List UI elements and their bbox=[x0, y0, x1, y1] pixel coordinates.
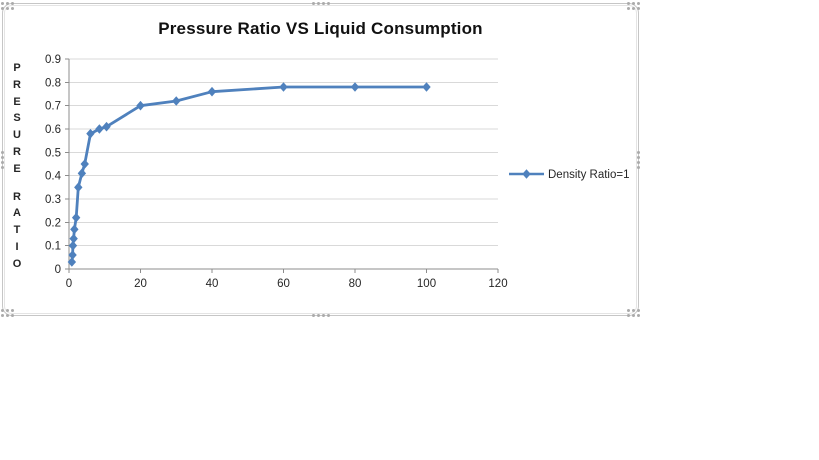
x-tick-label: 80 bbox=[349, 278, 362, 290]
plot-svg: 0 0.1 0.2 0.3 0.4 0.5 0.6 0.7 0.8 0.9 0 20 40 60 80 100… bbox=[45, 54, 630, 290]
y-axis-title-letter: R bbox=[13, 145, 21, 158]
y-tick-label: 0.1 bbox=[45, 241, 61, 253]
selection-handle-left[interactable] bbox=[1, 150, 4, 169]
data-point-marker bbox=[70, 224, 79, 235]
data-point-marker bbox=[77, 168, 87, 179]
y-axis-title-letter: R bbox=[13, 190, 21, 203]
data-point-marker bbox=[136, 100, 145, 111]
y-tick-label: 0.3 bbox=[45, 194, 61, 206]
selection-handle-right[interactable] bbox=[637, 150, 640, 169]
data-point-marker bbox=[279, 82, 288, 92]
series-density-ratio-1[interactable] bbox=[67, 82, 431, 267]
data-point-marker bbox=[74, 182, 83, 193]
y-tick-label: 0.4 bbox=[45, 171, 62, 183]
y-axis-title-letter: E bbox=[13, 95, 21, 108]
y-tick-label: 0.7 bbox=[45, 101, 61, 113]
y-axis-title-letter: A bbox=[13, 207, 21, 220]
selection-handle-top-right[interactable] bbox=[627, 2, 640, 10]
x-tick-label: 60 bbox=[277, 278, 290, 290]
data-point-marker bbox=[350, 82, 360, 92]
x-tick-label: 40 bbox=[206, 278, 219, 290]
legend-label: Density Ratio=1 bbox=[548, 169, 630, 181]
y-axis-title-letter: I bbox=[15, 240, 19, 253]
y-axis-title-letter: T bbox=[13, 224, 21, 237]
data-point-marker bbox=[80, 159, 89, 169]
legend[interactable]: Density Ratio=1 bbox=[509, 169, 630, 181]
selection-handle-top[interactable] bbox=[311, 2, 330, 5]
chart-title[interactable]: Pressure Ratio VS Liquid Consumption bbox=[158, 19, 483, 38]
selection-handle-bottom-left[interactable] bbox=[1, 309, 14, 317]
y-tick-label: 0.9 bbox=[45, 54, 61, 66]
y-axis-labels[interactable]: 0 0.1 0.2 0.3 0.4 0.5 0.6 0.7 0.8 0.9 bbox=[45, 54, 62, 276]
data-point-marker bbox=[69, 233, 78, 244]
series-line[interactable] bbox=[70, 85, 428, 264]
x-tick-label: 20 bbox=[134, 278, 147, 290]
y-axis-title-letter: U bbox=[13, 129, 21, 142]
y-axis-title-letter: O bbox=[12, 257, 22, 270]
data-point-marker bbox=[172, 96, 181, 106]
y-tick-label: 0.2 bbox=[45, 217, 61, 229]
y-tick-label: 0.5 bbox=[45, 147, 61, 159]
selection-handle-bottom[interactable] bbox=[311, 314, 330, 317]
data-point-marker bbox=[71, 212, 81, 223]
x-tick-label: 100 bbox=[417, 278, 436, 290]
axes[interactable] bbox=[65, 58, 499, 273]
data-point-marker bbox=[95, 124, 104, 134]
selection-handle-top-left[interactable] bbox=[1, 2, 14, 10]
x-tick-label: 0 bbox=[66, 278, 72, 290]
data-point-marker bbox=[68, 240, 78, 251]
y-axis-title-letter: P bbox=[13, 62, 21, 74]
y-tick-label: 0 bbox=[55, 264, 61, 276]
data-point-marker bbox=[522, 169, 531, 179]
data-point-marker bbox=[86, 128, 95, 139]
data-point-marker bbox=[207, 86, 217, 97]
x-tick-label: 120 bbox=[488, 278, 507, 290]
y-axis-title-letter: E bbox=[13, 162, 21, 175]
y-axis-title-letter: R bbox=[13, 78, 21, 91]
data-point-marker bbox=[67, 257, 77, 267]
data-point-marker bbox=[422, 82, 431, 92]
data-point-marker bbox=[68, 250, 77, 260]
data-point-marker bbox=[102, 121, 111, 132]
y-tick-label: 0.8 bbox=[45, 77, 61, 89]
y-tick-label: 0.6 bbox=[45, 124, 61, 136]
selection-handle-bottom-right[interactable] bbox=[627, 309, 640, 317]
y-axis-title-letter: S bbox=[13, 112, 21, 125]
x-axis-labels[interactable]: 0 20 40 60 80 100 120 bbox=[66, 278, 508, 290]
